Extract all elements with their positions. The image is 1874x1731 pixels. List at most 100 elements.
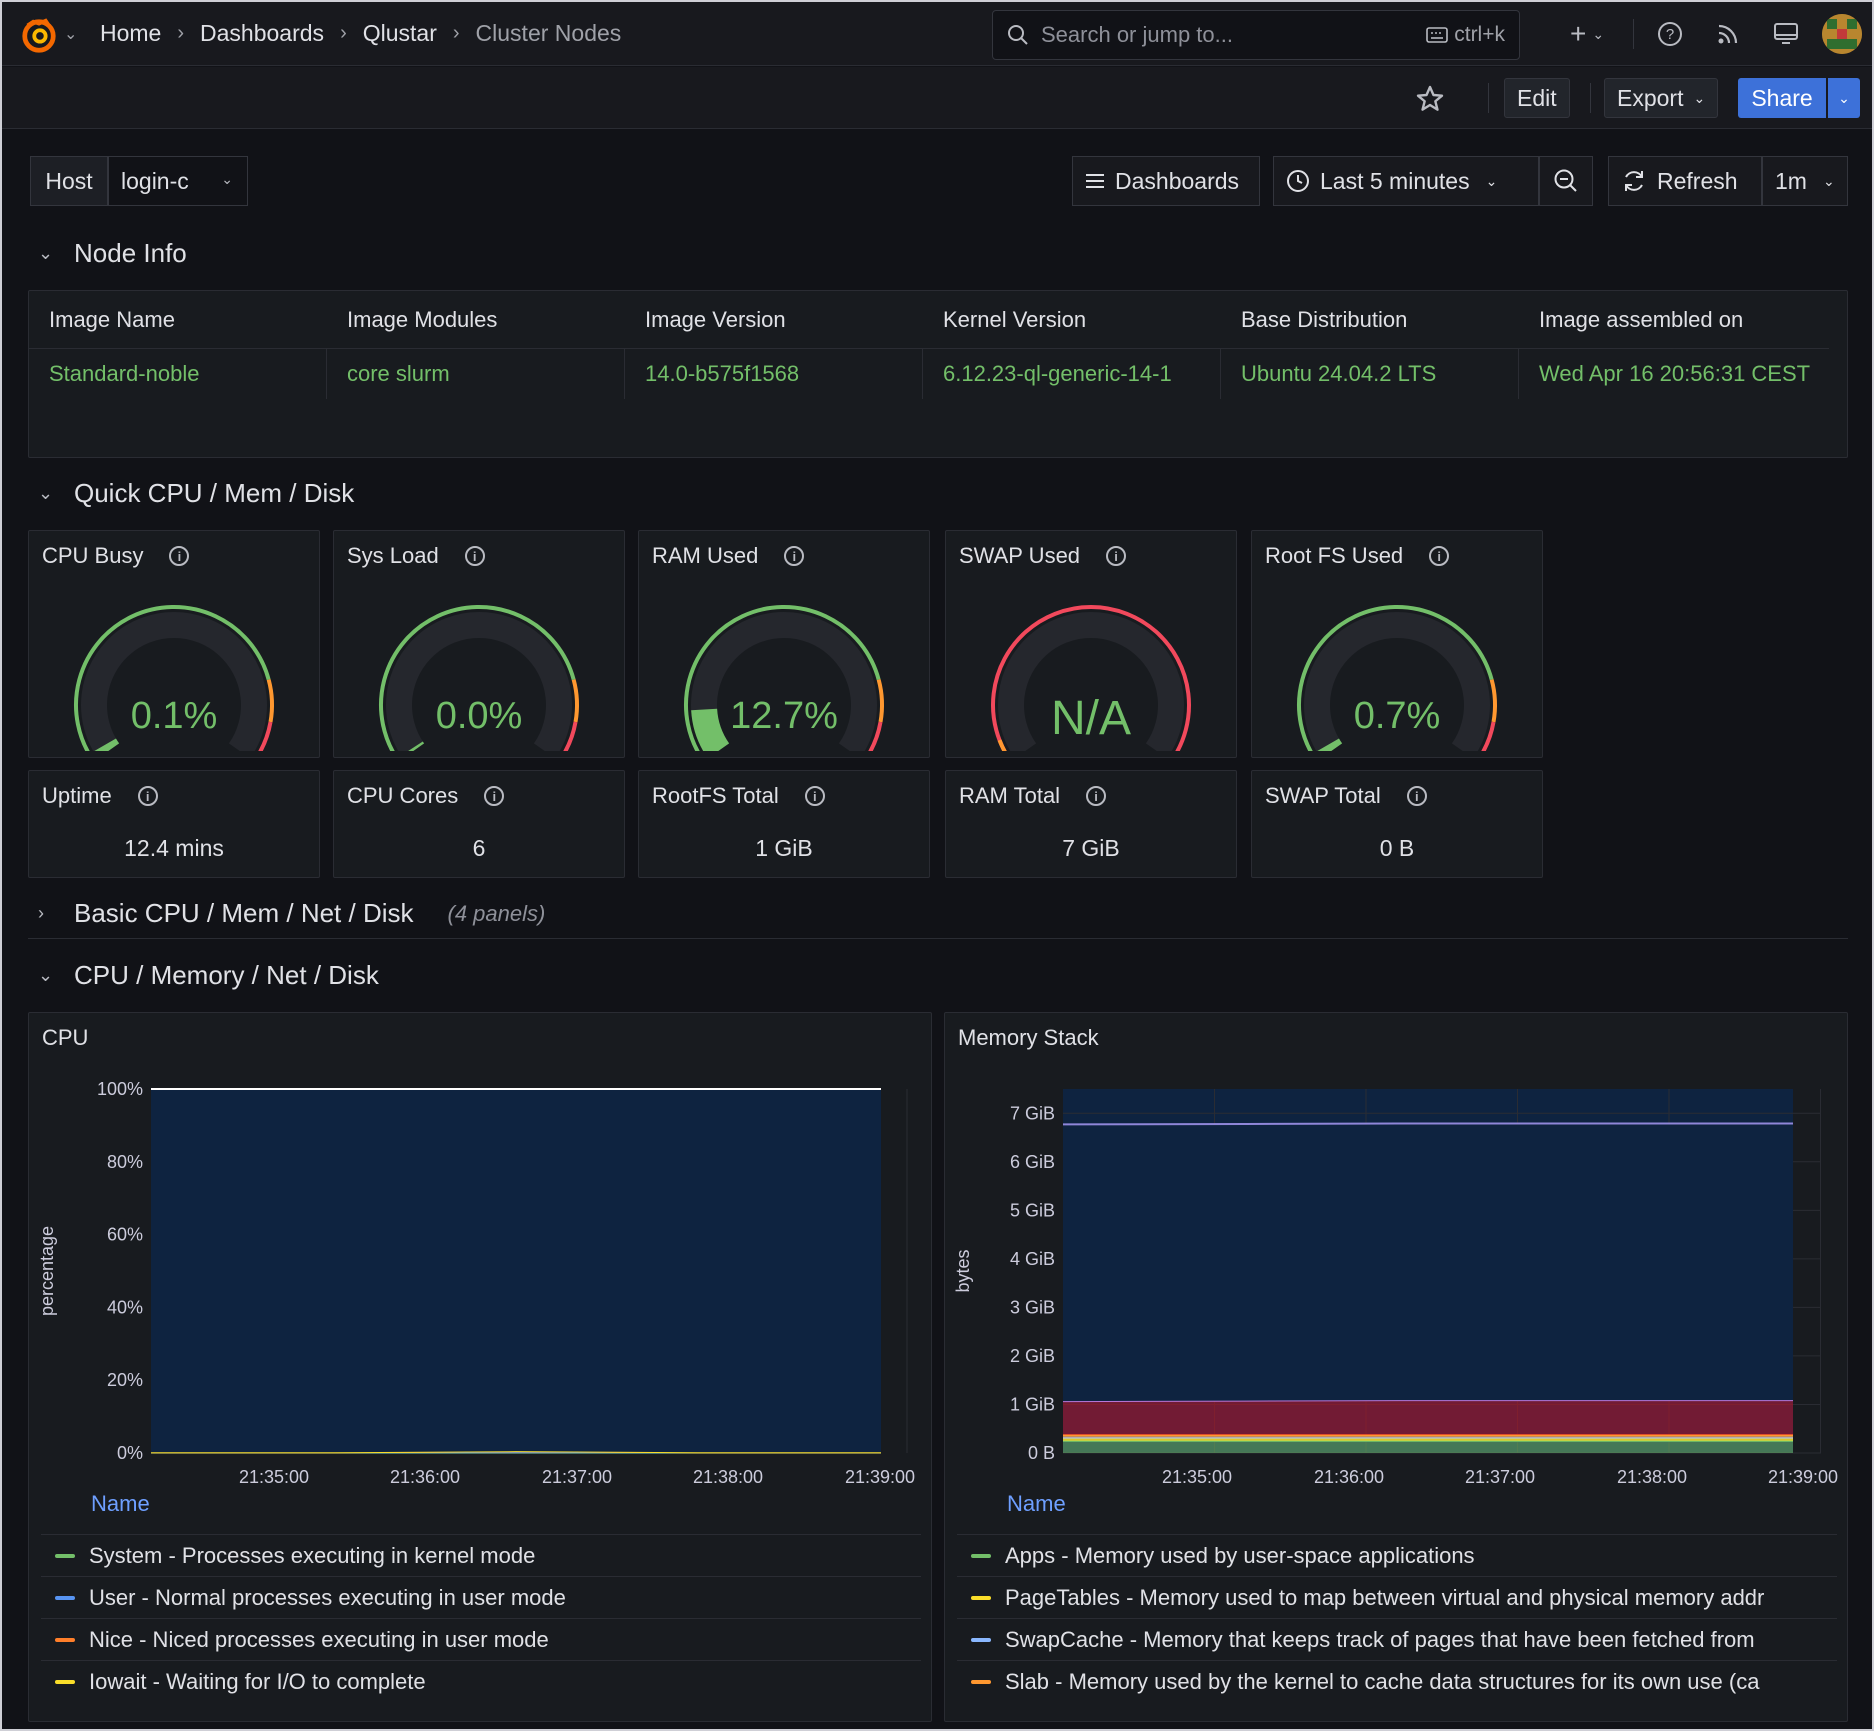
avatar[interactable]: [1822, 14, 1862, 54]
share-button[interactable]: Share: [1738, 78, 1826, 118]
row-cpu-memory-net-disk[interactable]: ⌄ CPU / Memory / Net / Disk: [38, 960, 379, 991]
legend-item[interactable]: PageTables - Memory used to map between …: [971, 1585, 1837, 1611]
stat-value: 1 GiB: [755, 835, 813, 861]
series-area-cache[interactable]: [1063, 1400, 1793, 1436]
time-range-picker[interactable]: Last 5 minutes ⌄: [1273, 156, 1539, 206]
search-icon: [1008, 25, 1028, 45]
y-tick-label: 5 GiB: [1010, 1200, 1055, 1220]
y-tick-label: 7 GiB: [1010, 1103, 1055, 1123]
legend-item[interactable]: Nice - Niced processes executing in user…: [55, 1627, 921, 1653]
time-range-label: Last 5 minutes: [1320, 167, 1470, 194]
legend-item[interactable]: SwapCache - Memory that keeps track of p…: [971, 1627, 1837, 1653]
menu-icon: [1086, 174, 1104, 188]
shortcut-text: ctrl+k: [1454, 23, 1505, 46]
legend-item[interactable]: Apps - Memory used by user-space applica…: [971, 1543, 1837, 1569]
breadcrumb-qlustar[interactable]: Qlustar: [362, 20, 437, 46]
column-header[interactable]: Image Version: [625, 291, 923, 349]
chevron-down-icon[interactable]: ⌄: [64, 26, 78, 43]
x-tick-label: 21:38:00: [693, 1467, 763, 1483]
gauge-value-arc: [94, 738, 120, 751]
zoom-out-button[interactable]: [1539, 156, 1593, 206]
gauge-panel: Root FS Used i 0.7%: [1251, 530, 1543, 758]
news-button[interactable]: [1706, 12, 1750, 56]
chevron-right-icon: ›: [452, 22, 460, 44]
info-icon[interactable]: i: [464, 546, 485, 566]
info-icon[interactable]: i: [1106, 546, 1127, 566]
row-title-text: Basic CPU / Mem / Net / Disk: [74, 898, 414, 928]
legend-item[interactable]: Iowait - Waiting for I/O to complete: [55, 1669, 921, 1695]
breadcrumb-home[interactable]: Home: [100, 20, 162, 46]
table-cell: core slurm: [327, 349, 625, 399]
info-icon[interactable]: i: [784, 546, 805, 566]
refresh-button[interactable]: Refresh: [1608, 156, 1762, 206]
y-tick-label: 40%: [107, 1297, 143, 1317]
stat-value: 0 B: [1379, 835, 1415, 861]
row-node-info[interactable]: ⌄ Node Info: [38, 238, 187, 269]
series-area-unused[interactable]: [1063, 1123, 1793, 1402]
column-header[interactable]: Image Modules: [327, 291, 625, 349]
dashboards-list-button[interactable]: Dashboards: [1072, 156, 1260, 206]
row-quick-cpu-mem-disk[interactable]: ⌄ Quick CPU / Mem / Disk: [38, 478, 354, 509]
panel-title: Uptime i: [42, 783, 158, 809]
stat-value: 7 GiB: [1062, 835, 1120, 861]
gauge-value-arc: [1317, 738, 1343, 751]
panel-title-text: Sys Load: [347, 543, 439, 568]
legend-swatch: [971, 1554, 991, 1558]
gauge-track: [386, 612, 572, 751]
info-icon[interactable]: i: [1086, 786, 1107, 806]
panel-title-text: RootFS Total: [652, 783, 779, 808]
y-tick-label: 0%: [117, 1443, 143, 1463]
legend-swatch: [55, 1596, 75, 1600]
memory-chart[interactable]: 0 B 1 GiB 2 GiB 3 GiB 4 GiB 5 GiB 6 GiB 7 GiB 21…: [945, 1013, 1849, 1483]
series-line-unused[interactable]: [1062, 1122, 1793, 1126]
stat-value: 6: [472, 835, 486, 861]
star-icon[interactable]: [1414, 83, 1446, 115]
legend-header[interactable]: Name: [1007, 1491, 1066, 1516]
kiosk-button[interactable]: [1764, 12, 1808, 56]
info-icon[interactable]: i: [137, 786, 158, 806]
help-button[interactable]: ?: [1648, 12, 1692, 56]
export-button[interactable]: Export ⌄: [1604, 78, 1719, 118]
info-icon[interactable]: i: [169, 546, 190, 566]
table-cell: Ubuntu 24.04.2 LTS: [1221, 349, 1519, 399]
column-header[interactable]: Base Distribution: [1221, 291, 1519, 349]
cpu-chart[interactable]: 0% 20% 40% 60% 80% 100% 21:35:00 21:36:00 21:37:…: [29, 1013, 933, 1483]
share-options-button[interactable]: ⌄: [1828, 78, 1860, 118]
legend-item[interactable]: Slab - Memory used by the kernel to cach…: [971, 1669, 1837, 1695]
gauge-threshold-arc: [1297, 605, 1494, 751]
legend-header[interactable]: Name: [91, 1491, 150, 1516]
monitor-icon: [1774, 23, 1798, 44]
svg-text:?: ?: [1666, 26, 1674, 43]
info-icon[interactable]: i: [484, 786, 505, 806]
grafana-logo-icon[interactable]: [20, 16, 58, 54]
breadcrumb-dashboards[interactable]: Dashboards: [200, 20, 325, 46]
edit-button[interactable]: Edit: [1504, 78, 1570, 118]
info-icon[interactable]: i: [1406, 786, 1427, 806]
legend-label: PageTables - Memory used to map between …: [1005, 1585, 1765, 1610]
y-tick-label: 60%: [107, 1225, 143, 1245]
column-header[interactable]: Kernel Version: [923, 291, 1221, 349]
series-area-apps[interactable]: [1063, 1440, 1793, 1453]
column-header[interactable]: Image Name: [29, 291, 327, 349]
column-header[interactable]: Image assembled on: [1519, 291, 1829, 349]
gauge-threshold-arc: [563, 721, 578, 751]
host-variable-select[interactable]: login-c ⌄: [108, 156, 248, 206]
legend-item[interactable]: System - Processes executing in kernel m…: [55, 1543, 921, 1569]
clock-icon: [1287, 170, 1309, 192]
y-tick-label: 20%: [107, 1370, 143, 1390]
new-menu-button[interactable]: + ⌄: [1559, 12, 1615, 56]
panel-title: SWAP Used i: [959, 543, 1127, 569]
legend-label: Slab - Memory used by the kernel to cach…: [1005, 1669, 1760, 1694]
user-avatar-icon: [1822, 14, 1862, 54]
info-icon[interactable]: i: [804, 786, 825, 806]
refresh-interval-picker[interactable]: 1m ⌄: [1762, 156, 1848, 206]
search-input[interactable]: Search or jump to... ctrl+k: [992, 10, 1520, 60]
row-basic-cpu-mem-net-disk[interactable]: › Basic CPU / Mem / Net / Disk (4 panels…: [38, 898, 545, 929]
row-title-text: Quick CPU / Mem / Disk: [74, 478, 355, 508]
y-tick-label: 100%: [97, 1079, 143, 1099]
legend-item[interactable]: User - Normal processes executing in use…: [55, 1585, 921, 1611]
legend-label: SwapCache - Memory that keeps track of p…: [1005, 1627, 1755, 1652]
info-icon[interactable]: i: [1429, 546, 1450, 566]
dashboards-label: Dashboards: [1115, 167, 1240, 194]
series-area-idle[interactable]: [151, 1089, 881, 1453]
